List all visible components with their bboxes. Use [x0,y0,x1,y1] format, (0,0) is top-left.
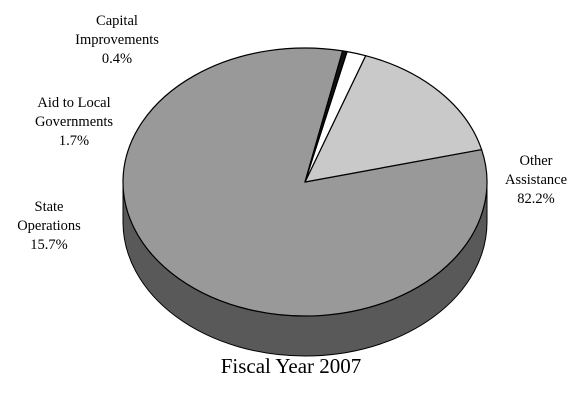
pie-slice-state-operations [304,55,483,183]
slice-value-capital-improvements: 0.4% [101,51,133,67]
slice-value-state-operations: 15.7% [30,237,68,253]
slice-label-capital-improvements-line2: Improvements [75,32,159,48]
slice-label-other-assistance: Other Assistance 82.2% [493,152,579,209]
slice-label-other-line2: Assistance [504,172,567,188]
chart-title: Fiscal Year 2007 [220,354,362,378]
slice-label-aid-to-local-governments: Aid to Local Governments 1.7% [10,94,138,151]
slice-label-state-line2: Operations [17,218,81,234]
slice-value-aid-to-local-governments: 1.7% [58,133,90,149]
pie-top-layer [122,47,488,317]
slice-label-other-line1: Other [519,153,553,169]
slice-label-state-line1: State [34,199,64,215]
slice-label-aid-line2: Governments [34,114,114,130]
slice-value-other-assistance: 82.2% [517,191,555,207]
slice-label-aid-line1: Aid to Local [37,95,111,111]
pie-slice-capital-improvements [304,50,348,183]
slice-label-capital-improvements: Capital Improvements 0.4% [62,12,172,69]
slice-label-state-operations: State Operations 15.7% [0,198,98,255]
slice-label-capital-improvements-line1: Capital [96,13,138,29]
